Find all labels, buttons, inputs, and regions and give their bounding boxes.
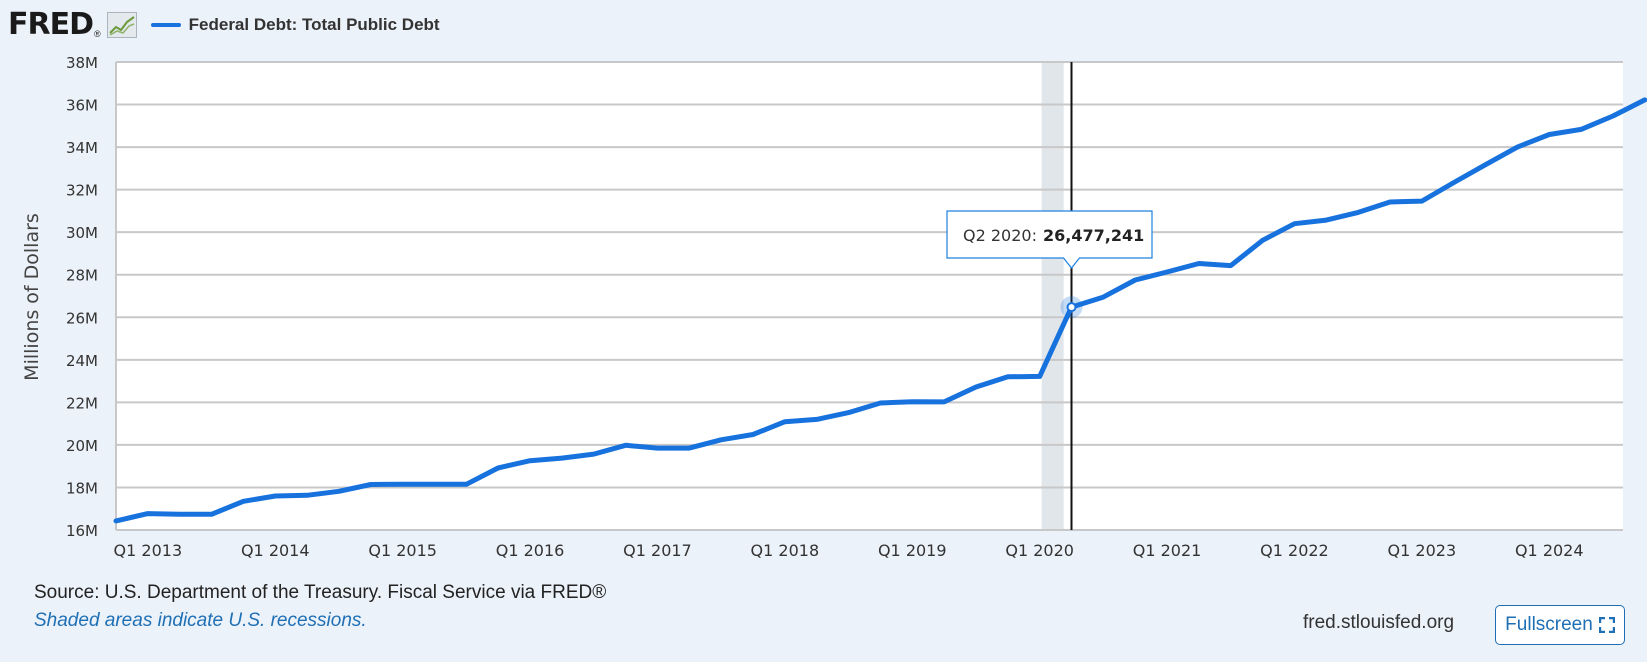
x-tick-label: Q1 2013 — [114, 541, 183, 560]
tooltip-category: Q2 2020: — [963, 226, 1037, 245]
y-tick-label: 38M — [66, 54, 98, 72]
chart-legend[interactable]: Federal Debt: Total Public Debt — [150, 15, 440, 35]
x-tick-label: Q1 2019 — [878, 541, 947, 560]
legend-swatch — [150, 23, 181, 27]
source-text: Source: U.S. Department of the Treasury.… — [34, 582, 607, 603]
hover-point[interactable] — [1066, 302, 1077, 313]
tooltip-box — [946, 210, 1153, 269]
fred-chart-icon — [106, 12, 137, 38]
fred-logo[interactable]: FRED — [8, 7, 94, 42]
y-tick-label: 26M — [66, 309, 98, 327]
chart[interactable]: 16M 18M 20M 22M 24M 26M 28M 30M 32M 34M 36M 38M Q1 … — [0, 0, 1647, 580]
y-tick-label: 32M — [66, 182, 98, 200]
y-tick-label: 18M — [66, 479, 98, 497]
tooltip-value: 26,477,241 — [1043, 226, 1144, 245]
x-tick-label: Q1 2020 — [1005, 541, 1074, 560]
series-line[interactable] — [113, 97, 1647, 524]
fullscreen-button[interactable]: Fullscreen — [1495, 605, 1625, 645]
x-tick-label: Q1 2021 — [1133, 541, 1202, 560]
fullscreen-label: Fullscreen — [1505, 614, 1593, 635]
y-tick-label: 20M — [66, 437, 98, 455]
recession-note[interactable]: Shaded areas indicate U.S. recessions. — [34, 610, 367, 631]
x-tick-label: Q1 2015 — [368, 541, 437, 560]
y-tick-label: 22M — [66, 394, 98, 412]
chart-header: FRED ® Federal Debt: Total Public Debt — [8, 8, 440, 42]
x-tick-label: Q1 2017 — [623, 541, 692, 560]
tooltip: Q2 2020: 26,477,241 — [946, 210, 1153, 269]
y-tick-label: 30M — [66, 224, 98, 242]
y-tick-label: 34M — [66, 139, 98, 157]
fred-logo-registered: ® — [94, 29, 101, 39]
y-tick-label: 24M — [66, 352, 98, 370]
y-tick-label: 16M — [66, 522, 98, 540]
expand-icon — [1598, 617, 1615, 633]
site-link[interactable]: fred.stlouisfed.org — [1303, 612, 1455, 633]
y-tick-label: 28M — [66, 267, 98, 285]
x-tick-label: Q1 2023 — [1388, 541, 1457, 560]
legend-label: Federal Debt: Total Public Debt — [188, 15, 440, 34]
x-tick-label: Q1 2022 — [1260, 541, 1329, 560]
x-tick-label: Q1 2014 — [241, 541, 310, 560]
x-tick-label: Q1 2018 — [751, 541, 820, 560]
plot-area — [116, 62, 1623, 530]
x-tick-label: Q1 2024 — [1515, 541, 1584, 560]
y-axis-label: Millions of Dollars — [21, 213, 43, 381]
x-tick-label: Q1 2016 — [496, 541, 565, 560]
y-tick-label: 36M — [66, 97, 98, 115]
recession-band — [1041, 62, 1064, 530]
